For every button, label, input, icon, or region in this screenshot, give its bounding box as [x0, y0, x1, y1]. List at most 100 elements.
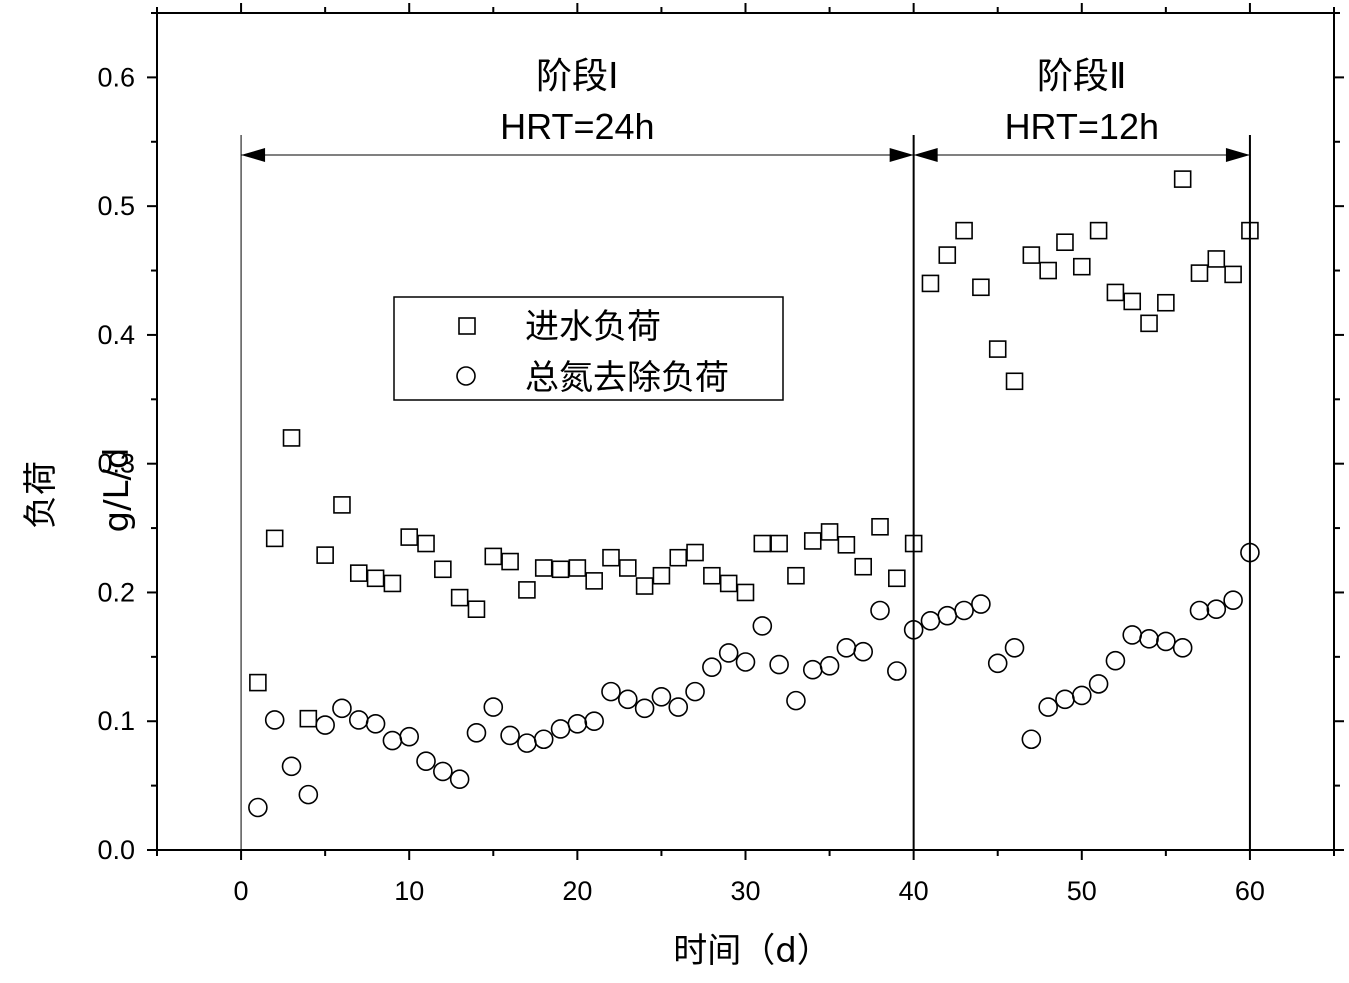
influent-load-point [1173, 170, 1192, 188]
tn-removal-load-point [298, 784, 319, 805]
influent-load-point [921, 274, 940, 293]
tn-removal-load-point [365, 714, 386, 734]
influent-load-point [316, 546, 334, 564]
tn-removal-load-point [718, 643, 739, 663]
tn-removal-load-point [382, 730, 403, 751]
x-tick-label: 60 [1235, 876, 1265, 906]
influent-load-point [383, 574, 402, 593]
legend-circle-marker [456, 366, 476, 386]
influent-load-point [417, 534, 435, 553]
influent-load-point [618, 559, 637, 577]
tn-removal-load-point [332, 698, 352, 719]
y-tick-label: 0.4 [97, 320, 135, 350]
stage-boundaries [240, 135, 1251, 850]
influent-load-point [1022, 246, 1041, 264]
influent-load-point [299, 709, 318, 728]
x-tick-label: 10 [394, 876, 424, 906]
tn-removal-load-point [685, 681, 705, 702]
influent-load-point [736, 583, 755, 602]
tn-removal-load-point [550, 719, 571, 739]
tn-removal-load-point [1021, 729, 1042, 750]
influent-load-point [518, 581, 536, 599]
influent-load-point [938, 246, 957, 264]
stage-annotations: 阶段Ⅰ HRT=24h 阶段Ⅱ HRT=12h [500, 56, 1159, 147]
tn-removal-load-point [853, 641, 874, 662]
legend: 进水负荷 总氮去除负荷 [393, 296, 784, 401]
influent-load-point [282, 429, 301, 447]
x-tick-label: 50 [1067, 876, 1097, 906]
tn-removal-load-point [887, 661, 907, 681]
stage-label: 阶段Ⅰ [536, 56, 619, 97]
legend-label-influent: 进水负荷 [525, 307, 661, 347]
influent-load-point [1072, 257, 1091, 276]
influent-load-point [753, 534, 772, 553]
influent-load-point [871, 517, 889, 536]
influent-load-point [703, 566, 721, 585]
influent-load-point [972, 278, 990, 297]
influent-load-point [1123, 292, 1142, 311]
tn-removal-load-point [1055, 689, 1075, 710]
influent-load-point [803, 532, 822, 550]
influent-load-point [770, 534, 788, 553]
tn-removal-load-point [483, 697, 504, 717]
influent-load-point [820, 523, 839, 541]
y-tick-label: 0.6 [97, 62, 135, 92]
tn-removal-load-point [735, 652, 756, 672]
tn-removal-load-point [1156, 631, 1176, 652]
legend-square-marker [458, 317, 476, 335]
influent-load-point [888, 569, 906, 588]
influent-load-point [501, 552, 519, 571]
influent-load-point [585, 572, 603, 590]
tn-removal-load-point [533, 729, 554, 750]
tn-removal-load-point [668, 697, 689, 717]
tn-removal-load-point [836, 638, 857, 658]
tn-removal-load-point [1223, 590, 1243, 610]
tn-removal-load-point [281, 756, 302, 777]
tn-removal-load-point [500, 725, 520, 746]
influent-load-point [366, 569, 385, 588]
tn-removal-load-point [517, 733, 537, 753]
tn-removal-load-point [449, 769, 470, 789]
influent-load-point [602, 548, 620, 567]
influent-load-point [1039, 261, 1057, 280]
influent-load-point [551, 560, 570, 579]
influent-load-point [534, 559, 553, 577]
influent-load-point [652, 566, 671, 585]
tn-removal-load-point [1139, 629, 1159, 649]
influent-load-point [1005, 372, 1024, 391]
influent-load-point [1140, 314, 1158, 333]
tn-removal-load-point [1088, 674, 1109, 694]
tn-removal-load-point [264, 710, 285, 730]
legend-box [393, 296, 784, 401]
y-tick-label: 0.1 [97, 706, 135, 736]
tn-removal-load-point [752, 616, 773, 636]
tn-removal-load-point [1206, 599, 1227, 620]
tn-removal-load-point [937, 605, 958, 626]
tn-removal-load-point [903, 620, 924, 640]
influent-load-point [787, 566, 805, 585]
x-axis: 0 10 20 30 40 50 60 [156, 3, 1335, 906]
y-axis-title: 负荷 [21, 461, 61, 529]
tn-removal-load-point [1122, 625, 1143, 645]
tn-removal-load-point [315, 715, 335, 735]
stage-label: 阶段Ⅱ [1037, 56, 1127, 97]
legend-label-tn-removal: 总氮去除负荷 [525, 358, 729, 398]
influent-load-point [1241, 221, 1259, 240]
tn-removal-load-point [954, 600, 974, 621]
influent-load-point [955, 221, 973, 240]
arrow-head [1225, 148, 1250, 162]
influent-load-point [400, 528, 419, 546]
tn-removal-load-point [1038, 697, 1058, 717]
y-tick-label: 0.2 [97, 577, 135, 607]
influent-load-point [434, 560, 452, 579]
tn-removal-load-point [651, 686, 672, 707]
influent-load-point [333, 496, 351, 514]
tn-removal-load-point [1240, 542, 1260, 563]
series-tn-removal-load [248, 542, 1260, 818]
x-tick-label: 20 [562, 876, 592, 906]
influent-load-point [450, 588, 469, 607]
arrow-head [889, 148, 914, 162]
influent-load-point [1106, 283, 1125, 302]
influent-load-point [568, 559, 587, 577]
